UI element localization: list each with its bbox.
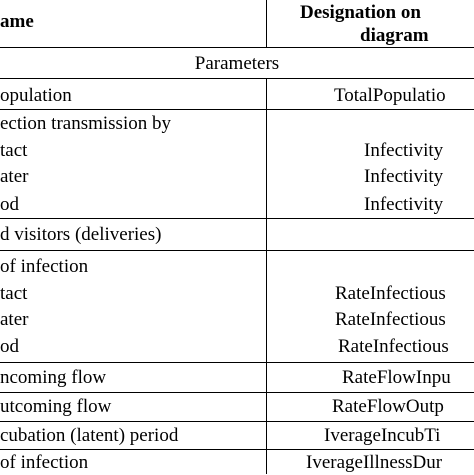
rule bbox=[0, 78, 474, 79]
row-name: od bbox=[0, 194, 19, 215]
row-name: od bbox=[0, 336, 19, 357]
row-name: of infection bbox=[0, 452, 89, 473]
rule bbox=[0, 449, 474, 450]
header-designation-line1: Designation on bbox=[300, 2, 421, 23]
row-designation: RateInfectious bbox=[338, 336, 449, 357]
row-name: opulation bbox=[0, 85, 72, 106]
row-name: tact bbox=[0, 283, 28, 304]
row-designation: RateInfectious bbox=[335, 309, 446, 330]
row-name: utcoming flow bbox=[0, 396, 112, 417]
row-name: ater bbox=[0, 166, 29, 187]
column-rule bbox=[266, 78, 267, 474]
row-name: d visitors (deliveries) bbox=[0, 224, 162, 245]
row-designation: RateInfectious bbox=[335, 283, 446, 304]
row-designation: IverageIllnessDur bbox=[306, 452, 443, 473]
row-designation: Infectivity bbox=[364, 194, 444, 215]
row-name: cubation (latent) period bbox=[0, 425, 179, 446]
rule bbox=[0, 362, 474, 363]
rule bbox=[0, 47, 474, 48]
rule bbox=[0, 392, 474, 393]
row-designation: Infectivity bbox=[364, 166, 444, 187]
rule bbox=[0, 109, 474, 110]
row-designation: Infectivity bbox=[364, 140, 444, 161]
row-name: ection transmission by bbox=[0, 113, 171, 134]
section-title: Parameters bbox=[194, 53, 280, 74]
row-designation: RateFlowOutp bbox=[332, 396, 444, 417]
header-name: ame bbox=[0, 11, 34, 32]
row-name: tact bbox=[0, 140, 28, 161]
row-name: of infection bbox=[0, 256, 89, 277]
rule bbox=[0, 421, 474, 422]
row-name: ater bbox=[0, 309, 29, 330]
header-designation-line2: diagram bbox=[360, 25, 429, 46]
row-designation: IverageIncubTi bbox=[324, 425, 441, 446]
row-designation: RateFlowInpu bbox=[342, 367, 451, 388]
rule bbox=[0, 250, 474, 251]
rule bbox=[0, 218, 474, 219]
row-name: ncoming flow bbox=[0, 367, 107, 388]
row-designation: TotalPopulatio bbox=[334, 85, 446, 106]
column-rule bbox=[266, 0, 267, 47]
